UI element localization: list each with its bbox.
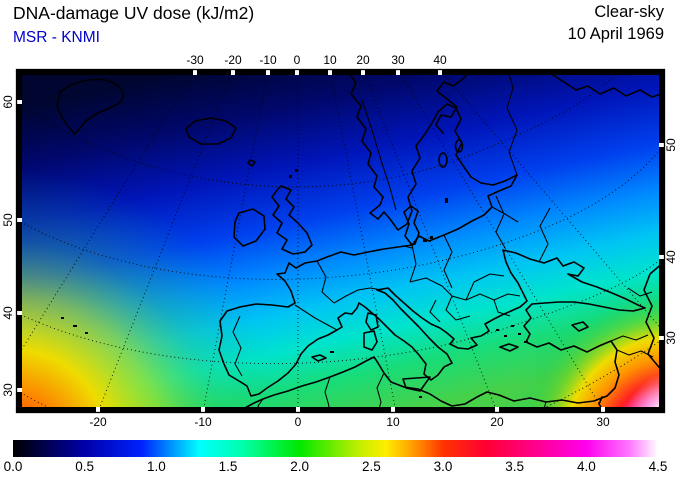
coast-barents [552,74,664,98]
left-axis-label: 30 [1,383,15,397]
tick-notch [396,70,400,75]
colorbar-tick-label: 4.5 [648,459,668,474]
top-axis-label: -20 [224,53,242,67]
left-axis-label: 40 [1,306,15,320]
source-label: MSR - KNMI [13,29,100,46]
bottom-axis-label: -10 [194,415,212,429]
date-label: 10 April 1969 [567,25,664,43]
coastlines [56,70,664,412]
tick-notch [328,70,332,75]
bottom-axis-label: 20 [490,415,504,429]
tick-notch [659,336,664,340]
tick-notch [295,70,299,75]
colorbar-tick-label: 1.5 [218,459,238,474]
colorbar-tick-label: 1.0 [146,459,166,474]
lake-ladoga [438,152,448,168]
colorbar-tick-label: 0.5 [75,459,95,474]
top-axis-label: 10 [323,53,337,67]
tick-notch [17,311,22,315]
tick-notch [231,70,235,75]
bottom-axis-label: 10 [386,415,400,429]
top-axis-label: 0 [293,53,301,67]
tick-notch [266,70,270,75]
tick-notch [193,70,197,75]
tick-notch [601,407,605,412]
coast-faroe [247,159,256,167]
colorbar-tick-label: 2.5 [361,459,381,474]
tick-notch [17,100,22,104]
coast-corsica [365,312,379,331]
coast-iceland [185,117,237,145]
sky-condition-label: Clear-sky [594,3,664,21]
coast-sardinia [363,330,378,351]
tick-notch [495,407,499,412]
lake-onega [454,139,464,153]
coast-sicily [402,376,431,392]
coast-white-sea [435,70,471,134]
coast-ireland [233,208,266,247]
left-axis-label: 60 [1,95,15,109]
bottom-axis-label: -20 [89,415,107,429]
top-axis-label: -30 [186,53,204,67]
tick-notch [201,407,205,412]
figure-title: DNA-damage UV dose (kJ/m2) [13,3,255,23]
right-axis-label: 40 [664,250,678,264]
colorbar [13,440,658,457]
coast-jutland [403,205,420,246]
small-islands [61,169,528,398]
coast-crete [499,343,519,352]
coast-eurasia-africa [218,70,646,412]
tick-notch [438,70,442,75]
colorbar-tick-label: 2.0 [290,459,310,474]
colorbar-tick-label: 3.0 [433,459,453,474]
top-axis-label: 30 [391,53,405,67]
uv-dose-field [17,70,664,412]
coast-great-britain [271,185,313,255]
tick-notch [17,218,22,222]
coast-cyprus [571,321,589,332]
tick-notch [659,255,664,259]
top-axis-label: 40 [433,53,447,67]
colorbar-tick-label: 0.0 [3,459,23,474]
bottom-axis-label: 30 [596,415,610,429]
colorbar-tick-label: 4.0 [576,459,596,474]
coast-greenland [56,78,125,135]
tick-notches [17,70,664,412]
top-axis-label: -10 [259,53,277,67]
bottom-axis-label: 0 [294,415,302,429]
coast-caspian [643,261,664,373]
colorbar-tick-label: 3.5 [505,459,525,474]
left-axis-label: 50 [1,213,15,227]
tick-notch [296,407,300,412]
right-axis-label: 50 [664,138,678,152]
right-axis-label: 30 [664,331,678,345]
tick-notch [361,70,365,75]
coast-balearics [311,354,327,362]
top-axis-label: 20 [356,53,370,67]
tick-notch [17,388,22,392]
tick-notch [659,143,664,147]
tick-notch [96,407,100,412]
tick-notch [391,407,395,412]
map-frame [15,68,666,414]
